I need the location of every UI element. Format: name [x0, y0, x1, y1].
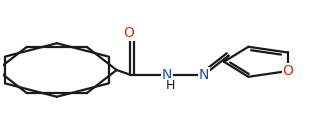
Text: H: H [166, 79, 176, 92]
Text: N: N [199, 68, 209, 82]
Text: O: O [123, 26, 134, 40]
Text: O: O [282, 64, 293, 78]
Text: N: N [162, 68, 172, 82]
